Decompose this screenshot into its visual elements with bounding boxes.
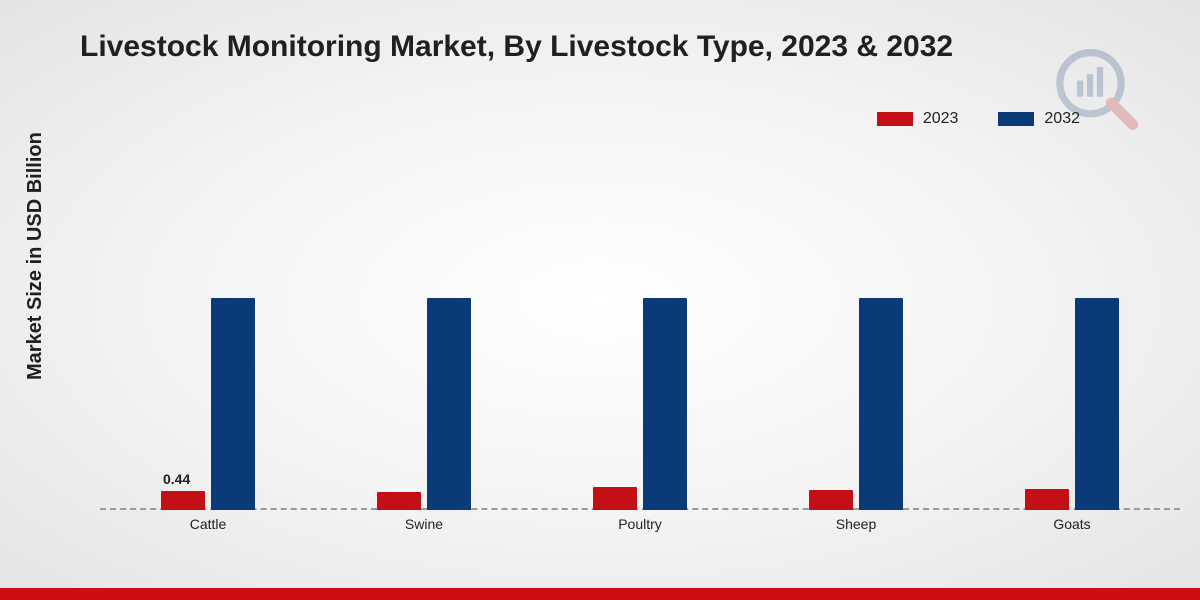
legend-label-2032: 2032: [1044, 110, 1080, 128]
legend-label-2023: 2023: [923, 110, 959, 128]
bar-group: [1002, 298, 1142, 511]
x-axis-labels: Cattle Swine Poultry Sheep Goats: [100, 510, 1180, 540]
legend-swatch-2023: [877, 112, 913, 126]
bar-2032: [1075, 298, 1119, 511]
bar-groups: 0.44: [100, 170, 1180, 510]
legend-item-2032: 2032: [998, 110, 1080, 128]
bar-2023: [161, 491, 205, 510]
footer-accent-bar: [0, 588, 1200, 600]
x-tick-label: Goats: [1002, 510, 1142, 532]
data-label: 0.44: [163, 471, 190, 487]
chart-canvas: Livestock Monitoring Market, By Livestoc…: [0, 0, 1200, 600]
bar-2023: [809, 490, 853, 510]
bar-2023: [377, 492, 421, 510]
legend-swatch-2032: [998, 112, 1034, 126]
bar-group: [570, 298, 710, 511]
bar-2023: [1025, 489, 1069, 510]
bar-group: [786, 298, 926, 511]
bar-group: 0.44: [138, 298, 278, 511]
legend-item-2023: 2023: [877, 110, 959, 128]
bar-2032: [211, 298, 255, 511]
bar-group: [354, 298, 494, 511]
chart-title: Livestock Monitoring Market, By Livestoc…: [80, 30, 953, 64]
bar-2023: [593, 487, 637, 510]
x-tick-label: Cattle: [138, 510, 278, 532]
bar-2032: [643, 298, 687, 511]
x-tick-label: Sheep: [786, 510, 926, 532]
x-tick-label: Swine: [354, 510, 494, 532]
x-tick-label: Poultry: [570, 510, 710, 532]
y-axis-label: Market Size in USD Billion: [24, 132, 47, 380]
plot-area: 0.44 Cattle Swine Poultry Sheep Goats: [100, 170, 1180, 540]
bar-2032: [859, 298, 903, 511]
legend: 2023 2032: [877, 110, 1080, 128]
bar-2032: [427, 298, 471, 511]
